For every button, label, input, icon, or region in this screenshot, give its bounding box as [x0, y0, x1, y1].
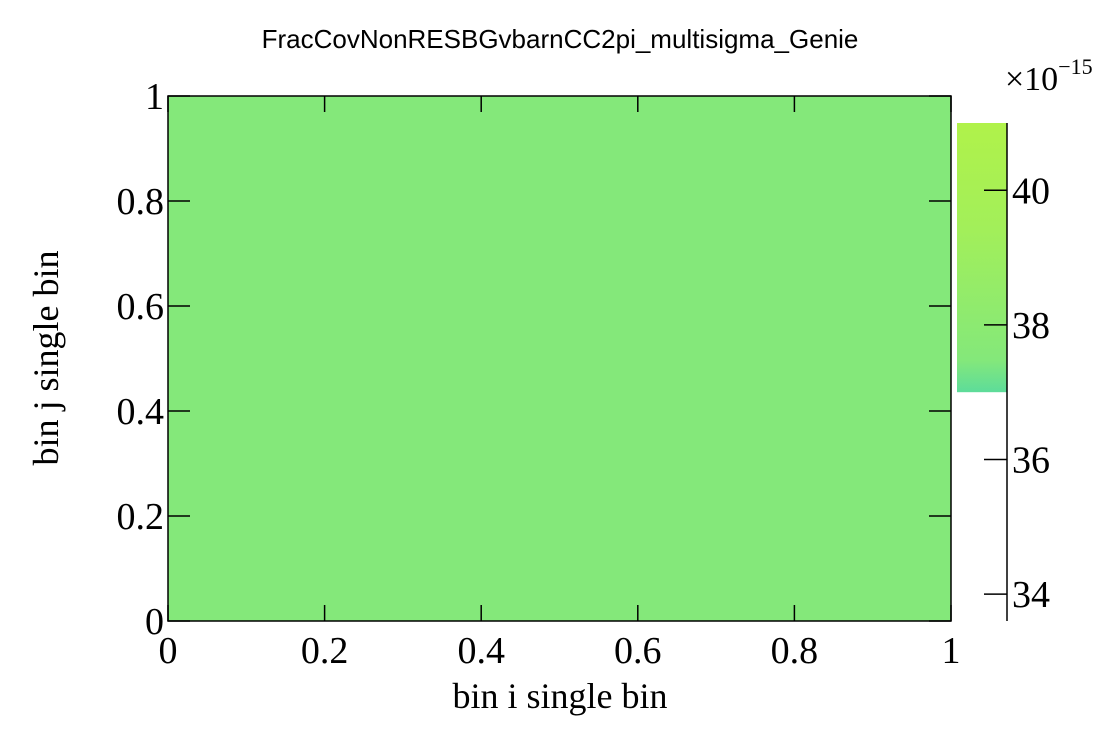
y-tick-label: 1	[145, 76, 164, 118]
colorbar-tick-label: 40	[1012, 170, 1050, 212]
colorbar-fill	[957, 123, 1007, 393]
y-axis-label: bin j single bin	[26, 251, 66, 466]
y-tick-label: 0.6	[117, 286, 165, 328]
x-tick-label: 0.8	[771, 630, 819, 672]
y-tick-label: 0.2	[117, 496, 165, 538]
colorbar-tick-label: 38	[1012, 305, 1050, 347]
heatmap-cell	[168, 96, 951, 621]
x-axis-ticks: 0 0.2 0.4 0.6 0.8 1	[159, 96, 961, 672]
x-tick-label: 0.4	[457, 630, 505, 672]
y-tick-label: 0	[145, 601, 164, 643]
colorbar-exponent: −15	[1058, 54, 1092, 79]
y-tick-label: 0.4	[117, 391, 165, 433]
colorbar-multiplier-base: ×10	[1005, 61, 1058, 98]
x-axis-label: bin i single bin	[453, 676, 668, 716]
x-tick-label: 0.6	[614, 630, 662, 672]
x-tick-label: 0.2	[301, 630, 349, 672]
colorbar-multiplier: ×10−15	[1005, 54, 1093, 98]
x-tick-label: 0	[159, 630, 178, 672]
colorbar-tick-label: 34	[1012, 574, 1050, 616]
x-tick-label: 1	[942, 630, 961, 672]
y-tick-label: 0.8	[117, 181, 165, 223]
plot-frame	[167, 95, 952, 622]
colorbar-ticks: 34 36 38 40	[984, 170, 1050, 616]
colorbar-tick-label: 36	[1012, 439, 1050, 481]
y-axis-ticks: 0 0.2 0.4 0.6 0.8 1	[117, 76, 951, 643]
chart-title: FracCovNonRESBGvbarnCC2pi_multisigma_Gen…	[262, 24, 859, 54]
